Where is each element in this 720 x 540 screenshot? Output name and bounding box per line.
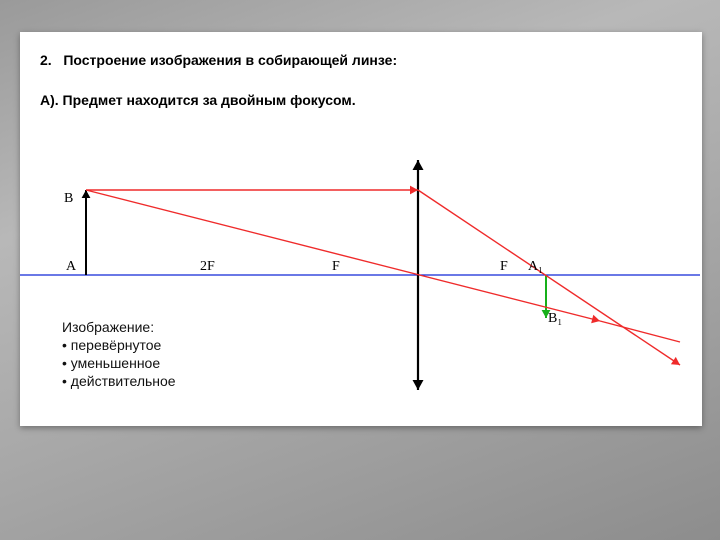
diagram-label-A: A xyxy=(66,259,77,274)
diagram-label-B: B xyxy=(64,191,73,206)
diagram-label-A1: A₁ xyxy=(528,259,543,274)
ray-diagram: A B 2F F F A₁ B₁ xyxy=(0,0,720,540)
center-ray xyxy=(86,190,600,321)
refracted-ray-through-F xyxy=(418,190,680,365)
diagram-label-B1: B₁ xyxy=(548,311,562,326)
diagram-label-Fr: F xyxy=(500,259,508,274)
diagram-label-F2: 2F xyxy=(200,259,215,274)
diagram-label-Fl: F xyxy=(332,259,340,274)
